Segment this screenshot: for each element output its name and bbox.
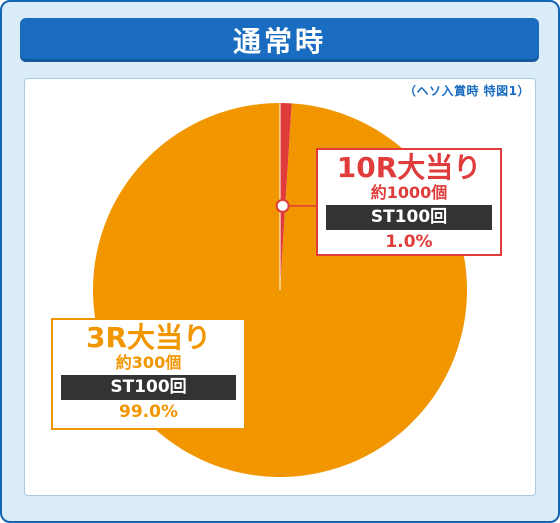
chart-title: 通常時 bbox=[20, 18, 539, 62]
slice-label-10r-title: 10R大当り bbox=[336, 151, 482, 184]
slice-10r bbox=[280, 103, 292, 290]
slice-label-10r-percent: 1.0% bbox=[385, 232, 433, 252]
slice-label-3r-title: 3R大当り bbox=[85, 321, 212, 354]
slice-label-3r-payout: 約300個 bbox=[115, 353, 182, 372]
slice-leader-dot bbox=[275, 198, 290, 213]
slice-label-3r-st: ST100回 bbox=[61, 375, 236, 400]
slice-label-10r-st: ST100回 bbox=[326, 205, 492, 230]
chart-note: （ヘソ入賞時 特図1） bbox=[403, 84, 530, 98]
slice-label-3r-percent: 99.0% bbox=[119, 402, 178, 422]
slice-label-3r: 3R大当り 約300個 ST100回 99.0% bbox=[51, 318, 246, 430]
slice-label-10r: 10R大当り 約1000個 ST100回 1.0% bbox=[316, 148, 502, 256]
slice-label-10r-payout: 約1000個 bbox=[370, 183, 448, 202]
